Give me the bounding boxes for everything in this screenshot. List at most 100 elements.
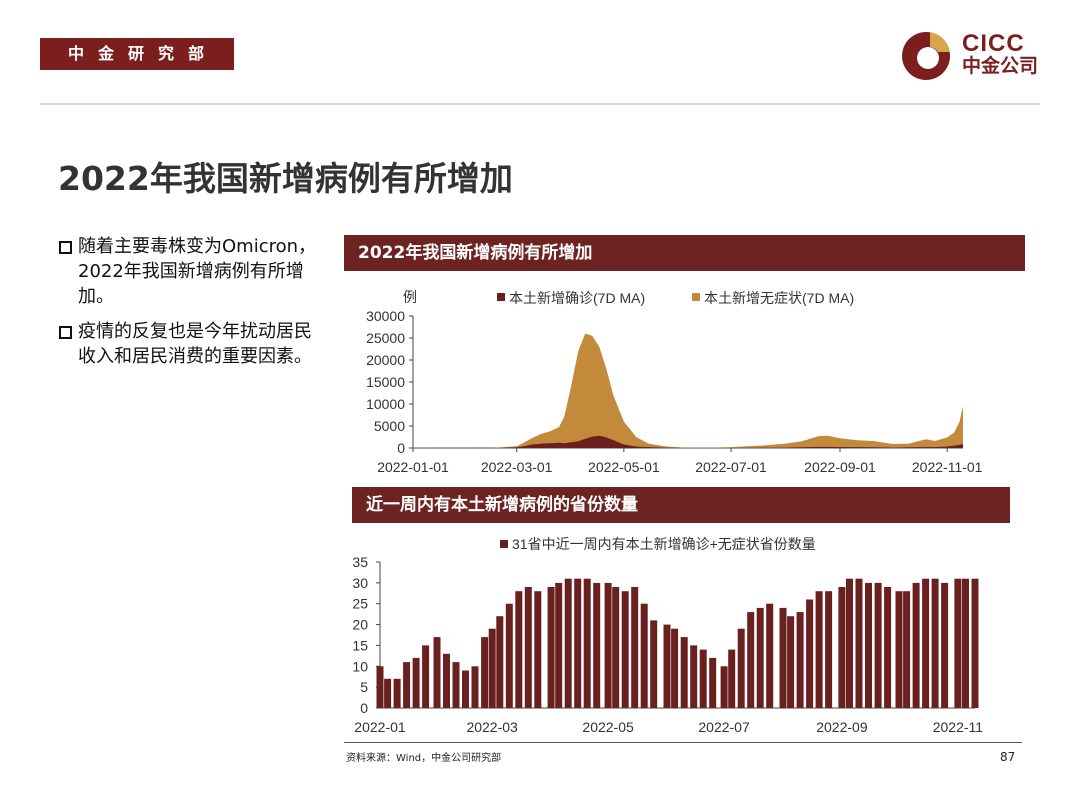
chart2-bar (680, 637, 688, 708)
bullet-item: 随着主要毒株变为Omicron，2022年我国新增病例有所增加。 (58, 234, 318, 309)
square-bullet-icon (59, 326, 72, 339)
chart2-bar (403, 662, 411, 708)
source-note: 资料来源：Wind，中金公司研究部 (346, 753, 502, 764)
chart2-bar (631, 587, 639, 708)
chart2-x-tick-label: 2022-05 (582, 719, 634, 735)
chart2-y-tick-label: 15 (352, 637, 368, 653)
chart2-y-tick-label: 0 (360, 700, 368, 716)
department-label: 中金研究部 (40, 38, 234, 70)
chart1-x-tick-label: 2022-01-01 (377, 459, 449, 475)
chart2-bar (846, 578, 853, 708)
chart2-bar (855, 578, 863, 708)
cicc-logo-mark (902, 32, 950, 80)
chart1-x-tick-label: 2022-11-01 (912, 459, 983, 475)
chart1-y-tick-label: 30000 (366, 308, 405, 324)
chart1-area-asymptomatic (413, 333, 963, 448)
chart2-bar (825, 591, 833, 708)
chart2-legend-label: 31省中近一周内有本土新增确诊+无症状省份数量 (512, 536, 816, 552)
chart1-legend-swatch (497, 293, 505, 301)
chart1-y-tick-label: 5000 (374, 418, 405, 434)
chart2-bar (884, 587, 892, 708)
chart2-bar (912, 582, 920, 708)
chart2-bar (962, 578, 969, 708)
footer-divider (344, 742, 1022, 743)
chart2-bar (796, 612, 804, 708)
chart2-bar (564, 578, 572, 708)
chart2-bar (747, 612, 755, 708)
chart2-bar (650, 620, 658, 708)
chart2-bar (547, 587, 555, 708)
chart2-bar (954, 578, 962, 708)
square-bullet-icon (59, 241, 72, 254)
chart2-bar (699, 649, 707, 708)
chart1-area-confirmed (413, 435, 963, 448)
header-divider (40, 103, 1040, 105)
logo-chinese: 中金公司 (962, 56, 1039, 77)
chart1-legend-swatch (692, 293, 700, 301)
chart2-bar (815, 591, 823, 708)
chart1-y-tick-label: 20000 (366, 352, 405, 368)
chart2-bar (941, 582, 949, 708)
chart2-bar (593, 582, 601, 708)
chart2-bar (756, 607, 764, 708)
chart2-bar (895, 591, 903, 708)
chart2-bar (779, 607, 787, 708)
chart1-x-tick-label: 2022-05-01 (588, 459, 660, 475)
bullet-text: 随着主要毒株变为Omicron，2022年我国新增病例有所增加。 (78, 236, 317, 307)
chart1-y-tick-label: 0 (397, 440, 405, 456)
chart2-bar (865, 582, 872, 708)
chart1-legend-label: 本土新增确诊(7D MA) (509, 290, 645, 306)
chart2-title-bar: 近一周内有本土新增病例的省份数量 (352, 487, 1010, 523)
bullet-item: 疫情的反复也是今年扰动居民收入和居民消费的重要因素。 (58, 319, 318, 369)
chart2-bar (555, 582, 563, 708)
chart2-bar (574, 578, 582, 708)
chart2-bar (621, 591, 629, 708)
chart2-bar (922, 578, 930, 708)
chart1-y-tick-label: 15000 (366, 374, 405, 390)
chart2-y-tick-label: 35 (352, 554, 368, 570)
chart1-x-tick-label: 2022-03-01 (481, 459, 553, 475)
chart2-bar (515, 591, 523, 708)
logo-english: CICC (962, 30, 1025, 57)
chart2-bar (471, 666, 479, 708)
chart2-bar (376, 666, 384, 708)
chart2-bar (496, 616, 504, 708)
chart2-bar (971, 578, 979, 708)
chart2-bar (481, 637, 489, 708)
chart2-bar (806, 599, 814, 708)
chart2-bar (583, 578, 591, 708)
chart2-bar (462, 670, 469, 708)
chart1-y-unit-label: 例 (403, 289, 417, 305)
chart2-bar (612, 587, 620, 708)
page-title: 2022年我国新增病例有所增加 (58, 159, 513, 198)
chart2-y-tick-label: 25 (352, 596, 368, 612)
chart2-bar (787, 616, 795, 708)
chart2-bar (874, 582, 882, 708)
chart2-bar (505, 603, 513, 708)
chart2-x-tick-label: 2022-01 (354, 719, 406, 735)
chart2-bar (640, 603, 648, 708)
chart2-bar (534, 591, 542, 708)
chart2-legend-swatch (500, 540, 508, 548)
bullet-text: 疫情的反复也是今年扰动居民收入和居民消费的重要因素。 (78, 321, 312, 367)
chart1-x-tick-label: 2022-07-01 (695, 459, 767, 475)
chart2-bar (663, 624, 671, 708)
chart2-bar (452, 662, 460, 708)
chart2-y-tick-label: 20 (352, 617, 368, 633)
chart1-x-tick-label: 2022-09-01 (804, 459, 876, 475)
chart2-bar (443, 653, 450, 708)
chart2-x-tick-label: 2022-03 (466, 719, 518, 735)
chart2-bar (433, 637, 441, 708)
chart2-x-tick-label: 2022-07 (698, 719, 750, 735)
chart2-bar (671, 628, 679, 708)
chart2-bar (488, 628, 496, 708)
chart1-y-tick-label: 10000 (366, 396, 405, 412)
chart2-bar (393, 678, 401, 708)
chart2-bar (422, 645, 430, 708)
cicc-logo: CICC 中金公司 (900, 28, 1050, 84)
chart2-bar (838, 587, 846, 708)
chart2-y-tick-label: 5 (360, 679, 368, 695)
chart1-y-tick-label: 25000 (366, 330, 405, 346)
chart2-bar (524, 587, 532, 708)
